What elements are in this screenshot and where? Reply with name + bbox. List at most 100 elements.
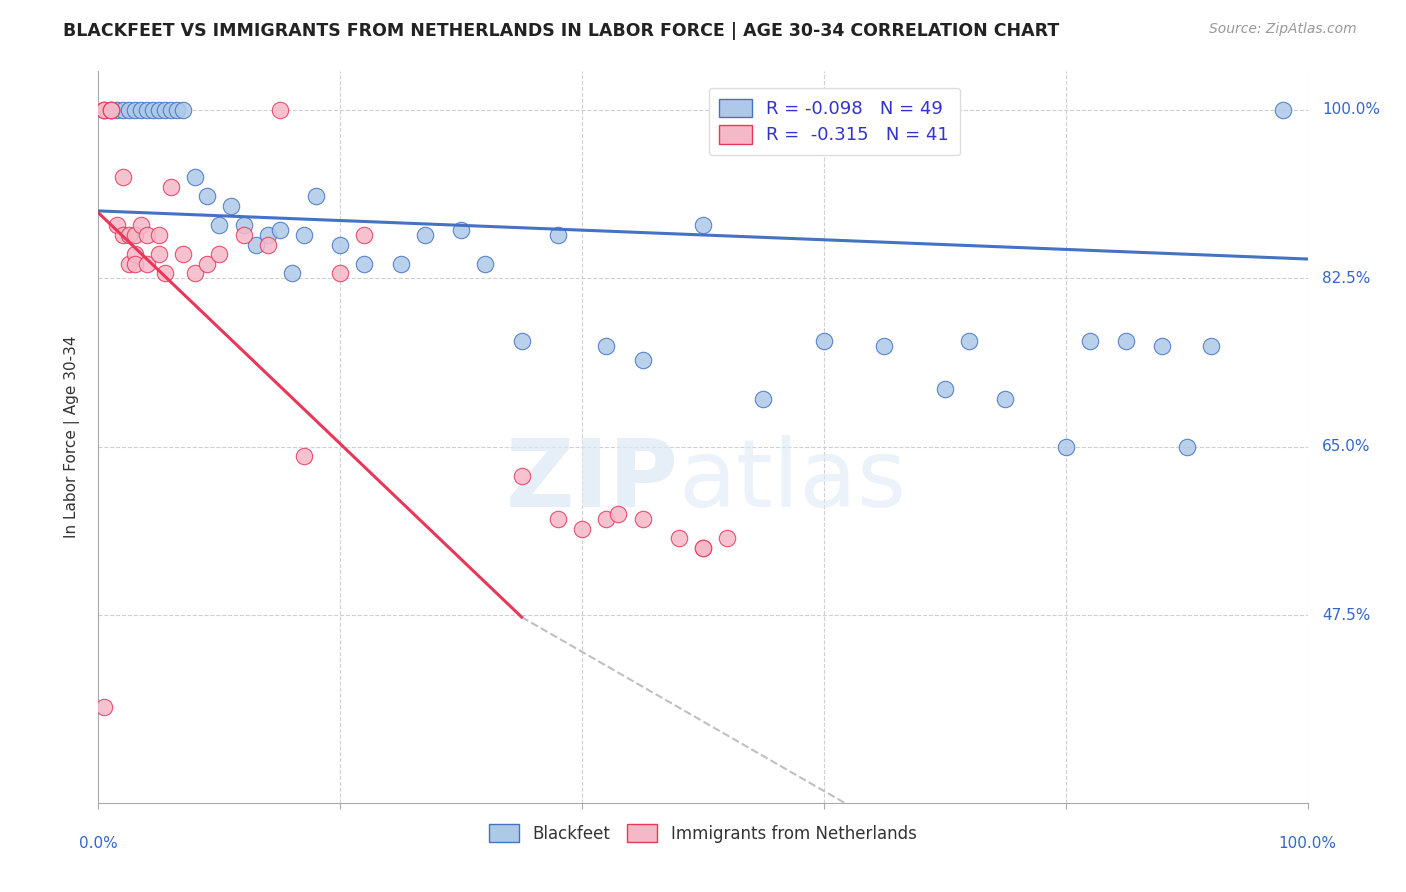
Point [172,247,194,261]
Point [547,512,569,526]
Point [692,541,714,555]
Point [172,103,194,117]
Point [994,392,1017,406]
Point [153,103,176,117]
Point [292,450,315,464]
Point [148,227,170,242]
Point [269,103,291,117]
Point [668,531,690,545]
Legend: Blackfeet, Immigrants from Netherlands: Blackfeet, Immigrants from Netherlands [482,818,924,849]
Point [957,334,980,348]
Point [100,103,122,117]
Point [118,257,141,271]
Point [111,103,134,117]
Point [148,247,170,261]
Point [100,103,122,117]
Point [166,103,188,117]
Point [153,267,176,281]
Point [329,237,352,252]
Point [256,227,278,242]
Text: Source: ZipAtlas.com: Source: ZipAtlas.com [1209,22,1357,37]
Point [142,103,165,117]
Point [1078,334,1101,348]
Point [1272,103,1295,117]
Text: atlas: atlas [679,435,907,527]
Point [148,103,170,117]
Point [413,227,436,242]
Point [353,257,375,271]
Point [1115,334,1137,348]
Point [547,227,569,242]
Point [716,531,738,545]
Text: 82.5%: 82.5% [1322,271,1371,285]
Point [281,267,304,281]
Point [292,227,315,242]
Text: ZIP: ZIP [506,435,679,527]
Point [124,247,146,261]
Point [934,382,956,396]
Point [100,103,122,117]
Point [269,223,291,237]
Point [1199,338,1222,352]
Point [256,237,278,252]
Point [631,353,654,368]
Point [124,257,146,271]
Point [232,227,254,242]
Point [100,103,122,117]
Point [692,541,714,555]
Point [510,334,533,348]
Text: 65.0%: 65.0% [1322,439,1371,454]
Point [184,267,207,281]
Point [93,103,115,117]
Point [111,170,134,185]
Point [595,512,617,526]
Point [93,699,115,714]
Point [1054,440,1077,454]
Y-axis label: In Labor Force | Age 30-34: In Labor Force | Age 30-34 [63,335,80,539]
Point [631,512,654,526]
Point [221,199,243,213]
Point [450,223,472,237]
Point [510,468,533,483]
Point [752,392,775,406]
Point [118,103,141,117]
Point [208,247,231,261]
Point [813,334,835,348]
Point [105,219,128,233]
Point [124,103,146,117]
Point [595,338,617,352]
Point [160,103,183,117]
Point [118,227,141,242]
Point [195,189,218,203]
Point [129,103,152,117]
Text: 100.0%: 100.0% [1278,836,1337,851]
Point [184,170,207,185]
Point [1175,440,1198,454]
Text: BLACKFEET VS IMMIGRANTS FROM NETHERLANDS IN LABOR FORCE | AGE 30-34 CORRELATION : BLACKFEET VS IMMIGRANTS FROM NETHERLANDS… [63,22,1060,40]
Point [111,227,134,242]
Point [245,237,267,252]
Point [329,267,352,281]
Point [129,219,152,233]
Point [353,227,375,242]
Point [474,257,496,271]
Point [571,521,593,535]
Point [607,507,630,521]
Point [389,257,412,271]
Point [873,338,896,352]
Point [105,103,128,117]
Point [305,189,328,203]
Point [93,103,115,117]
Text: 100.0%: 100.0% [1322,103,1381,118]
Point [692,219,714,233]
Point [232,219,254,233]
Point [160,179,183,194]
Point [124,227,146,242]
Point [208,219,231,233]
Text: 47.5%: 47.5% [1322,607,1371,623]
Text: 0.0%: 0.0% [79,836,118,851]
Point [135,257,157,271]
Point [135,227,157,242]
Point [1152,338,1174,352]
Point [93,103,115,117]
